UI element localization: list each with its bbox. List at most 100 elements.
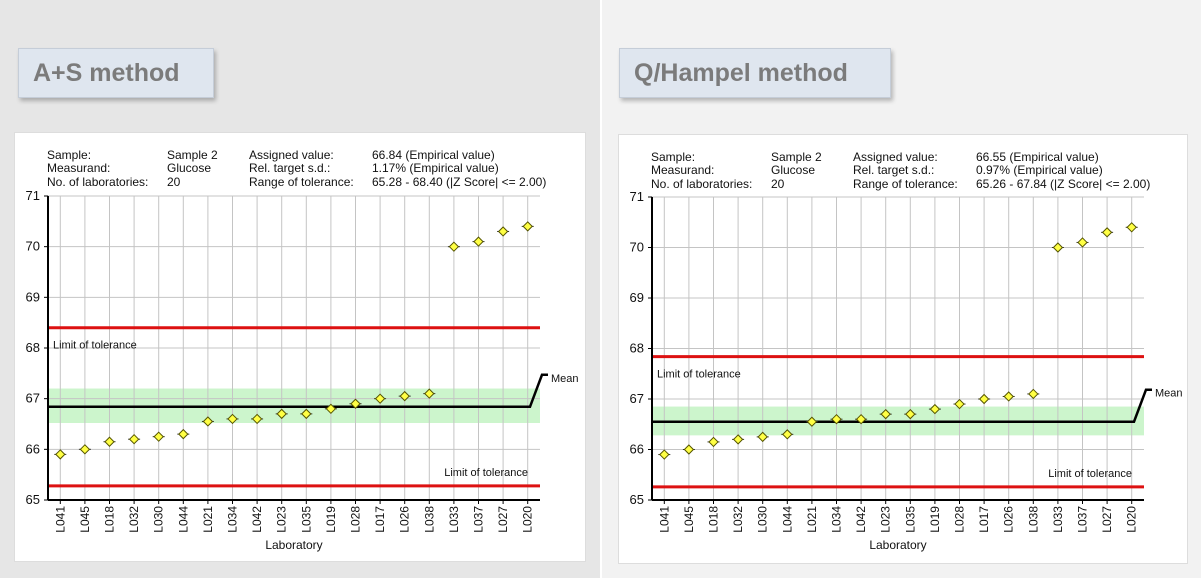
- data-point: [929, 403, 941, 415]
- x-tick-label: L038: [1026, 506, 1040, 533]
- data-point: [1101, 227, 1113, 238]
- data-point: [1126, 222, 1137, 233]
- data-point: [178, 428, 189, 440]
- data-point: [708, 436, 719, 448]
- range-value: 65.28 - 68.40 (|Z Score| <= 2.00): [372, 175, 546, 189]
- data-point: [55, 449, 66, 460]
- measurand-label: Measurand:: [651, 163, 714, 177]
- sample-value: Sample 2: [167, 148, 218, 162]
- labs-value: 20: [771, 177, 785, 191]
- x-tick-label: L030: [152, 506, 166, 533]
- method-title: A+S method: [18, 48, 214, 98]
- y-tick-label: 69: [630, 290, 644, 305]
- x-tick-label: L017: [373, 506, 387, 533]
- x-tick-label: L033: [447, 506, 461, 533]
- y-tick-label: 70: [630, 240, 644, 255]
- x-tick-label: L034: [226, 506, 240, 533]
- control-chart-svg: Sample: Sample 2 Assigned value: 66.55 (Emp…: [630, 150, 1183, 552]
- x-tick-label: L033: [1051, 506, 1065, 533]
- data-point: [128, 433, 140, 445]
- x-tick-label: L021: [805, 506, 819, 533]
- x-tick-label: L026: [1002, 506, 1016, 533]
- data-point: [325, 403, 337, 415]
- data-point: [831, 413, 842, 425]
- data-point: [424, 388, 435, 399]
- data-point: [782, 429, 793, 440]
- target-label: Rel. target s.d.:: [249, 161, 330, 175]
- mean-line: [48, 373, 548, 409]
- data-point: [1028, 388, 1039, 400]
- labs-value: 20: [167, 175, 181, 189]
- x-tick-label: L037: [472, 506, 486, 533]
- x-tick-label: L023: [275, 506, 289, 533]
- y-tick-label: 68: [630, 341, 644, 356]
- data-point: [1052, 242, 1064, 253]
- data-point: [659, 449, 670, 460]
- measurand-label: Measurand:: [47, 161, 110, 175]
- lower-limit-label: Limit of tolerance: [444, 467, 528, 479]
- control-chart-svg: Sample: Sample 2 Assigned value: 66.84 (Emp…: [26, 148, 579, 552]
- data-point: [683, 444, 695, 455]
- x-tick-label: L018: [707, 506, 721, 533]
- x-tick-label: L045: [78, 506, 92, 533]
- x-tick-label: L030: [756, 506, 770, 533]
- assigned-label: Assigned value:: [249, 148, 334, 162]
- upper-limit-label: Limit of tolerance: [53, 340, 137, 352]
- x-axis-title: Laboratory: [869, 538, 926, 552]
- x-tick-label: L034: [830, 506, 844, 533]
- data-point: [350, 398, 361, 409]
- x-tick-label: L035: [299, 506, 313, 533]
- assigned-label: Assigned value:: [853, 150, 938, 164]
- data-point: [757, 431, 768, 443]
- x-tick-label: L044: [780, 506, 794, 533]
- range-value: 65.26 - 67.84 (|Z Score| <= 2.00): [976, 177, 1150, 191]
- sample-value: Sample 2: [771, 150, 822, 164]
- sample-label: Sample:: [47, 148, 91, 162]
- x-tick-label: L032: [731, 506, 745, 533]
- y-tick-label: 65: [630, 492, 644, 507]
- mean-line: [652, 388, 1152, 423]
- measurand-value: Glucose: [167, 161, 211, 175]
- x-tick-label: L019: [324, 506, 338, 533]
- range-label: Range of tolerance:: [853, 177, 958, 191]
- data-point: [855, 413, 867, 425]
- range-label: Range of tolerance:: [249, 175, 354, 189]
- x-tick-label: L035: [903, 506, 917, 533]
- data-point: [399, 390, 410, 402]
- assigned-value: 66.55 (Empirical value): [976, 150, 1099, 164]
- assigned-value: 66.84 (Empirical value): [372, 148, 495, 162]
- data-point: [880, 408, 891, 420]
- x-tick-label: L038: [422, 506, 436, 533]
- method-title: Q/Hampel method: [619, 48, 891, 98]
- data-point: [276, 408, 287, 420]
- control-chart: Sample: Sample 2 Assigned value: 66.55 (Emp…: [618, 134, 1188, 564]
- y-tick-label: 65: [26, 492, 40, 507]
- data-point: [497, 226, 509, 237]
- data-point: [448, 241, 460, 252]
- y-tick-label: 66: [26, 441, 40, 456]
- x-axis-title: Laboratory: [265, 538, 322, 552]
- data-point: [806, 416, 818, 427]
- data-point: [79, 444, 91, 455]
- x-tick-label: L042: [854, 506, 868, 533]
- data-point: [301, 408, 312, 420]
- mean-label: Mean: [1155, 388, 1183, 400]
- x-tick-label: L042: [250, 506, 264, 533]
- right-panel: Q/Hampel method Sample: Sample 2 Assigned …: [602, 0, 1201, 578]
- data-point: [104, 436, 115, 447]
- data-point: [954, 398, 965, 410]
- y-tick-label: 67: [630, 391, 644, 406]
- x-tick-label: L018: [103, 506, 117, 533]
- x-tick-label: L027: [496, 506, 510, 533]
- x-tick-label: L028: [349, 506, 363, 533]
- x-tick-label: L017: [977, 506, 991, 533]
- data-point: [1003, 391, 1014, 402]
- y-tick-label: 68: [26, 340, 40, 355]
- x-tick-label: L032: [127, 506, 141, 533]
- x-tick-label: L041: [657, 506, 671, 533]
- data-point: [732, 434, 744, 445]
- x-tick-label: L044: [176, 506, 190, 533]
- data-point: [905, 408, 916, 420]
- data-point: [473, 236, 484, 247]
- data-point: [153, 431, 164, 442]
